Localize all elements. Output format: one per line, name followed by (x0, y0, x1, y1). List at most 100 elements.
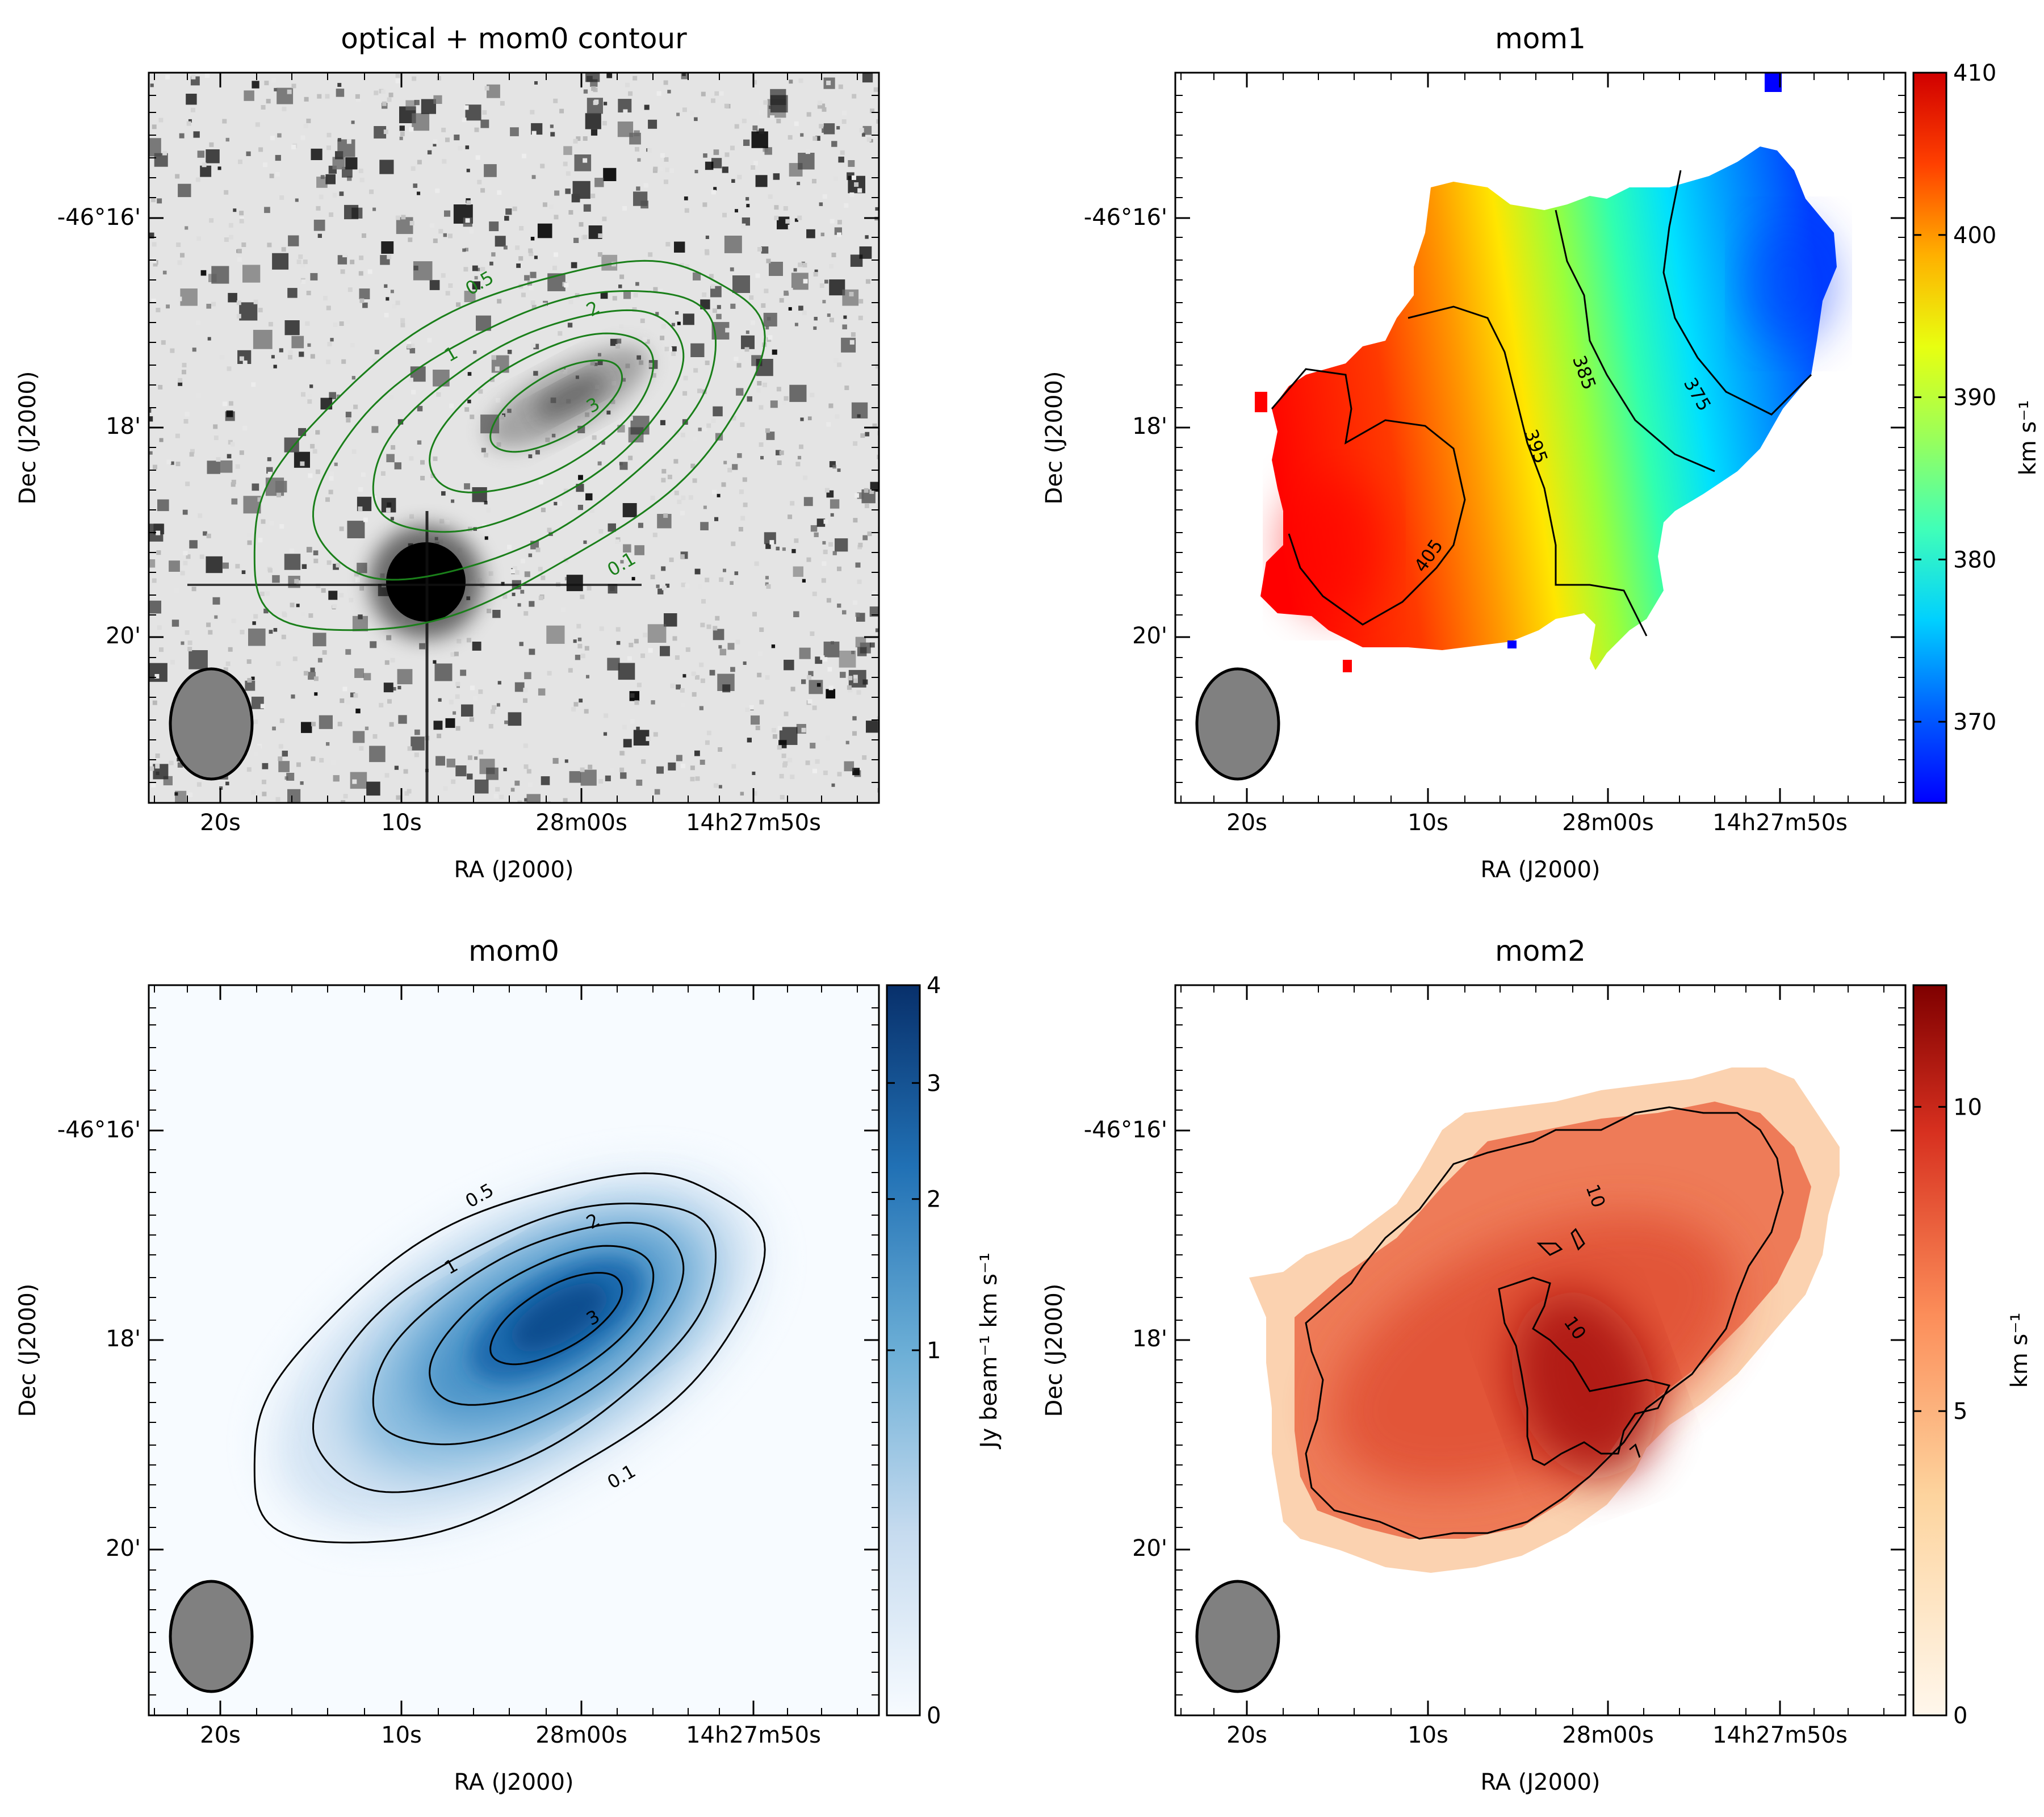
optical-star (223, 562, 229, 569)
optical-noise-pixel (706, 730, 711, 735)
optical-star (272, 726, 276, 731)
optical-star (862, 679, 868, 685)
optical-noise-pixel (239, 219, 244, 224)
optical-noise-pixel (401, 215, 406, 220)
optical-noise-pixel (174, 588, 179, 593)
optical-star (313, 550, 319, 555)
optical-noise-pixel (538, 596, 543, 601)
optical-noise-pixel (634, 639, 639, 644)
colorbar-tick-label: 4 (927, 973, 941, 999)
isovelocity-contour (1408, 305, 1648, 637)
optical-noise-pixel (262, 792, 267, 797)
optical-star (824, 279, 828, 284)
optical-noise-pixel (698, 393, 703, 398)
optical-noise-pixel (810, 392, 815, 397)
optical-noise-pixel (860, 433, 865, 438)
x-tick-mom2-0: 20s (1226, 1722, 1267, 1748)
optical-noise-pixel (647, 148, 652, 153)
optical-star (647, 624, 667, 643)
optical-noise-pixel (237, 257, 242, 262)
optical-star (271, 355, 275, 359)
y-tick-mom1-0: -46°16' (1084, 204, 1167, 231)
y-axis-label-optical: Dec (J2000) (15, 371, 41, 505)
optical-noise-pixel (492, 705, 497, 710)
optical-star (735, 209, 738, 213)
optical-noise-pixel (407, 341, 411, 346)
optical-noise-pixel (391, 445, 396, 450)
optical-noise-pixel (597, 252, 602, 257)
optical-star (664, 613, 677, 627)
optical-star (189, 540, 198, 549)
optical-star (788, 307, 792, 311)
colorbar-tick-label: 0 (927, 1703, 941, 1729)
optical-noise-pixel (149, 766, 154, 771)
optical-star (619, 462, 628, 470)
optical-star (713, 629, 724, 640)
optical-star (718, 645, 722, 649)
optical-star (810, 743, 816, 749)
optical-star (606, 411, 611, 415)
optical-star (454, 135, 460, 141)
contour-line (372, 1221, 685, 1446)
optical-noise-pixel (680, 510, 685, 516)
optical-star (291, 694, 295, 699)
optical-noise-pixel (308, 473, 313, 478)
optical-noise-pixel (339, 593, 344, 598)
optical-star (698, 428, 702, 432)
optical-star (793, 611, 799, 617)
optical-noise-pixel (619, 751, 625, 756)
optical-star (705, 235, 709, 239)
optical-star (730, 303, 736, 309)
optical-star (601, 441, 605, 445)
optical-noise-pixel (848, 688, 853, 693)
optical-noise-pixel (496, 398, 501, 403)
optical-noise-pixel (730, 145, 735, 150)
optical-noise-pixel (395, 78, 400, 83)
optical-noise-pixel (714, 91, 719, 96)
isovelocity-contour (1271, 368, 1466, 626)
optical-noise-pixel (231, 482, 236, 487)
optical-star (736, 388, 744, 396)
optical-star (676, 684, 681, 690)
optical-star (668, 762, 676, 771)
optical-noise-pixel (185, 412, 190, 417)
optical-star (730, 581, 734, 585)
optical-star (793, 566, 803, 577)
optical-noise-pixel (427, 338, 432, 343)
optical-star (287, 789, 301, 802)
optical-noise-pixel (794, 538, 799, 543)
optical-star (711, 158, 722, 169)
optical-noise-pixel (683, 375, 688, 380)
optical-noise-pixel (247, 678, 252, 683)
optical-noise-pixel (823, 657, 828, 662)
optical-noise-pixel (473, 696, 478, 701)
optical-star (516, 263, 521, 268)
optical-noise-pixel (640, 653, 646, 658)
optical-noise-pixel (685, 583, 690, 588)
optical-noise-pixel (466, 638, 471, 643)
optical-star (603, 732, 608, 736)
optical-star (225, 137, 229, 142)
optical-noise-pixel (213, 424, 218, 429)
optical-noise-pixel (251, 790, 256, 795)
optical-noise-pixel (211, 302, 216, 307)
optical-noise-pixel (706, 624, 711, 629)
optical-noise-pixel (541, 508, 546, 513)
optical-noise-pixel (303, 671, 308, 676)
optical-star (684, 196, 688, 200)
optical-star (246, 151, 251, 156)
optical-noise-pixel (700, 635, 705, 640)
optical-star (308, 672, 316, 680)
optical-star (620, 772, 627, 779)
optical-noise-pixel (538, 567, 543, 572)
optical-noise-pixel (488, 571, 493, 576)
optical-star (703, 505, 707, 509)
optical-star (608, 523, 616, 532)
optical-noise-pixel (223, 667, 228, 672)
optical-star (752, 125, 758, 131)
beam-mom0 (169, 1580, 254, 1693)
colorbar-label-mom0: Jy beam⁻¹ km s⁻¹ (976, 1253, 1002, 1450)
optical-noise-pixel (632, 307, 637, 312)
optical-star (219, 786, 223, 790)
optical-star (351, 207, 363, 219)
